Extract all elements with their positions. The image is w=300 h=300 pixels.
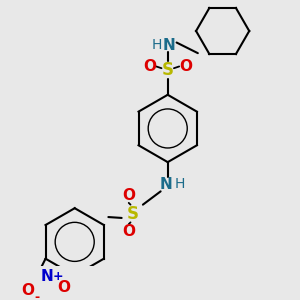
Text: S: S bbox=[162, 61, 174, 79]
Text: O: O bbox=[122, 224, 135, 239]
Text: N: N bbox=[41, 269, 54, 284]
Text: O: O bbox=[122, 188, 135, 203]
Text: N: N bbox=[160, 177, 172, 192]
Text: -: - bbox=[34, 291, 39, 300]
Text: H: H bbox=[175, 177, 185, 191]
Text: H: H bbox=[152, 38, 162, 52]
Text: O: O bbox=[179, 59, 192, 74]
Text: O: O bbox=[57, 280, 70, 295]
Text: +: + bbox=[52, 270, 63, 283]
Text: S: S bbox=[126, 205, 138, 223]
Text: O: O bbox=[143, 59, 157, 74]
Text: O: O bbox=[21, 283, 34, 298]
Text: N: N bbox=[163, 38, 176, 53]
